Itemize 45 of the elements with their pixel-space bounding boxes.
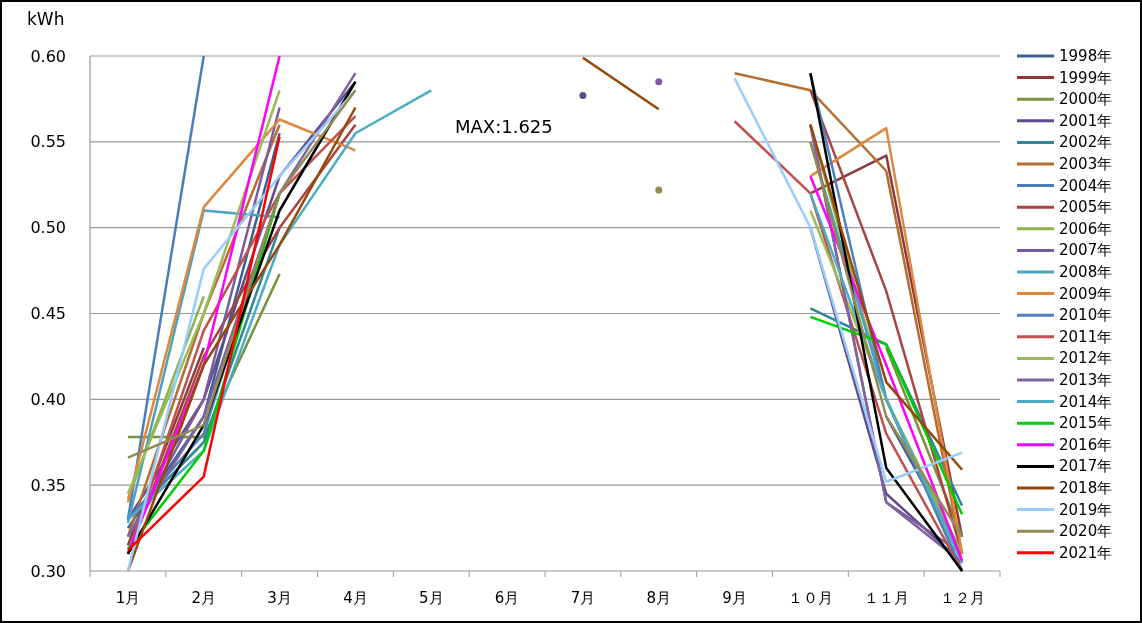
y-axis-title: kWh [27, 9, 65, 29]
x-tick-label: 5月 [418, 589, 444, 607]
legend-label: 2012年 [1059, 349, 1113, 368]
x-tick-label: １２月 [939, 589, 985, 607]
x-tick-label: 2月 [191, 589, 217, 607]
legend-label: 2006年 [1059, 219, 1113, 238]
x-tick-label: 6月 [494, 589, 520, 607]
legend-label: 2002年 [1059, 133, 1113, 152]
legend-label: 2014年 [1059, 392, 1113, 411]
annotation: MAX:1.625 [455, 116, 553, 137]
y-tick-label: 0.50 [30, 218, 66, 238]
x-tick-label: １０月 [787, 589, 833, 607]
legend-label: 2015年 [1059, 414, 1113, 433]
x-tick-label: 9月 [722, 589, 747, 607]
legend-label: 2019年 [1059, 500, 1113, 519]
x-tick-label: 3月 [267, 589, 292, 607]
legend-label: 2011年 [1059, 327, 1113, 346]
legend-label: 2001年 [1059, 111, 1113, 130]
y-tick-label: 0.35 [30, 475, 66, 495]
x-tick-label: １１月 [863, 589, 909, 607]
legend-label: 2016年 [1059, 435, 1113, 454]
legend-label: 2020年 [1059, 522, 1113, 541]
x-tick-label: 8月 [646, 589, 672, 607]
legend-label: 2018年 [1059, 479, 1113, 497]
y-tick-label: 0.60 [30, 46, 66, 66]
legend-label: 2000年 [1059, 90, 1113, 109]
y-tick-label: 0.45 [30, 304, 66, 323]
x-tick-label: 4月 [343, 589, 368, 607]
legend-label: 2021年 [1059, 543, 1113, 562]
y-tick-label: 0.40 [30, 389, 66, 409]
legend-label: 2004年 [1059, 176, 1113, 195]
x-tick-label: 7月 [570, 589, 596, 607]
y-tick-label: 0.55 [30, 132, 66, 152]
legend-label: 2008年 [1059, 263, 1113, 281]
legend-label: 1998年 [1059, 47, 1113, 65]
legend-label: 2009年 [1059, 284, 1113, 303]
legend-label: 2013年 [1059, 371, 1113, 389]
legend-label: 1999年 [1059, 68, 1113, 87]
legend-label: 2017年 [1059, 457, 1113, 476]
legend-label: 2007年 [1059, 241, 1113, 260]
legend-label: 2005年 [1059, 198, 1113, 217]
legend-label: 2010年 [1059, 306, 1113, 325]
x-tick-label: 1月 [115, 589, 141, 607]
legend-label: 2003年 [1059, 155, 1113, 173]
y-tick-label: 0.30 [30, 561, 66, 581]
